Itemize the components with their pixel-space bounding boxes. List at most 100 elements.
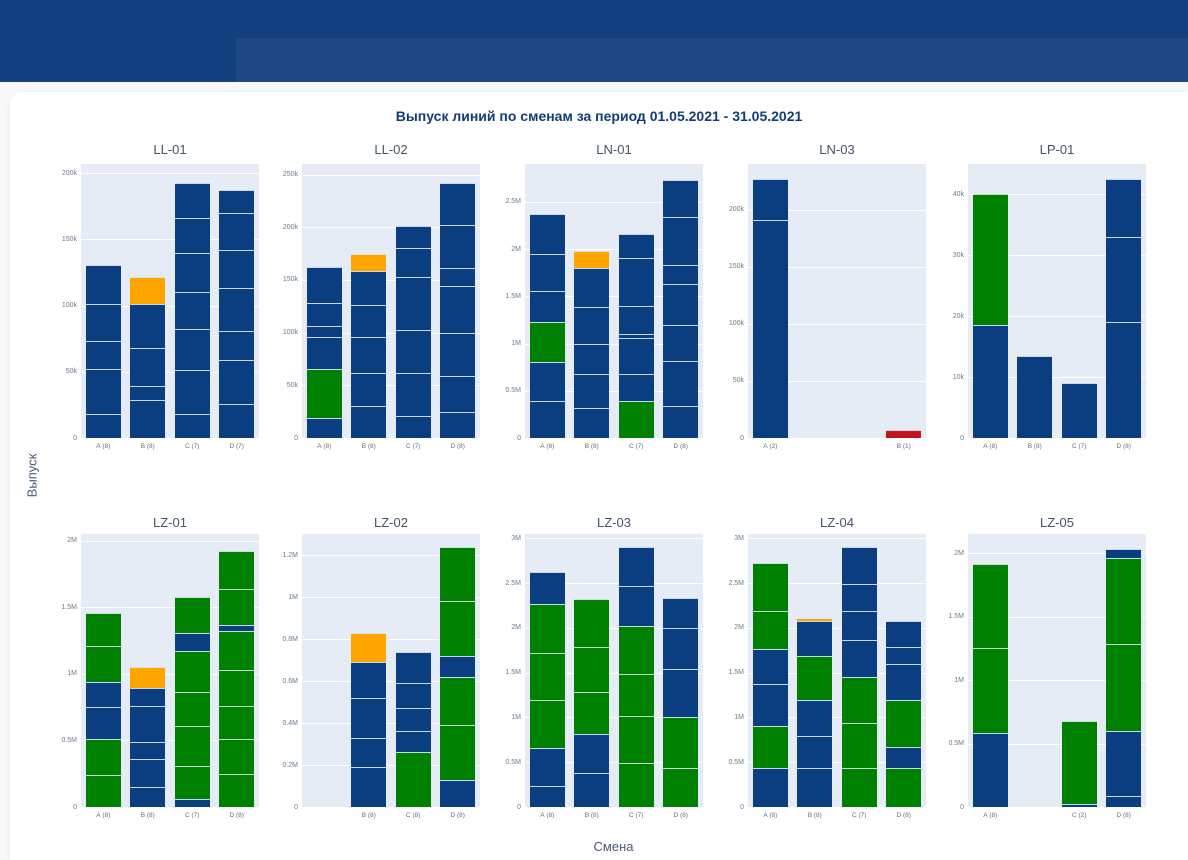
bar-segment-red[interactable] (886, 430, 922, 438)
bar-segment-blue[interactable] (1017, 355, 1053, 438)
bar-segment-blue[interactable] (841, 547, 877, 585)
bar-segment-green[interactable] (395, 752, 431, 807)
bar-segment-blue[interactable] (663, 216, 699, 266)
bar-segment-blue[interactable] (306, 267, 342, 304)
bar-segment-green[interactable] (618, 673, 654, 716)
bar-segment-blue[interactable] (886, 746, 922, 769)
bar-segment-blue[interactable] (752, 649, 788, 685)
bar-segment-blue[interactable] (618, 337, 654, 374)
bar-segment-blue[interactable] (1106, 237, 1142, 323)
bar-segment-blue[interactable] (752, 219, 788, 438)
bar-segment-green[interactable] (618, 401, 654, 438)
bar-segment-green[interactable] (797, 655, 833, 700)
bar-segment-orange[interactable] (797, 618, 833, 621)
bar-segment-blue[interactable] (85, 414, 121, 438)
bar-segment-green[interactable] (440, 676, 476, 726)
bar-segment-blue[interactable] (841, 639, 877, 678)
bar-segment-blue[interactable] (85, 707, 121, 740)
bar-segment-blue[interactable] (663, 283, 699, 325)
bar-segment-blue[interactable] (574, 373, 610, 408)
bar-segment-blue[interactable] (306, 303, 342, 327)
bar-segment-blue[interactable] (618, 257, 654, 306)
bar-segment-blue[interactable] (219, 250, 255, 289)
bar-segment-blue[interactable] (219, 288, 255, 331)
bar-segment-orange[interactable] (130, 667, 166, 689)
bar-segment-blue[interactable] (529, 362, 565, 402)
bar-segment-blue[interactable] (174, 218, 210, 253)
bar-segment-blue[interactable] (351, 372, 387, 407)
bar-segment-green[interactable] (219, 588, 255, 625)
bar-segment-blue[interactable] (440, 779, 476, 807)
bar-segment-green[interactable] (663, 716, 699, 768)
bar-segment-blue[interactable] (174, 414, 210, 438)
bar-segment-blue[interactable] (529, 253, 565, 291)
bar-segment-blue[interactable] (395, 372, 431, 416)
bar-segment-blue[interactable] (219, 330, 255, 360)
bar-segment-blue[interactable] (663, 669, 699, 717)
bar-segment-blue[interactable] (618, 305, 654, 335)
bar-segment-blue[interactable] (663, 180, 699, 217)
bar-segment-green[interactable] (174, 725, 210, 766)
bar-segment-green[interactable] (174, 692, 210, 726)
bar-segment-blue[interactable] (797, 699, 833, 737)
bar-segment-green[interactable] (306, 369, 342, 418)
bar-segment-blue[interactable] (529, 214, 565, 254)
bar-segment-orange[interactable] (351, 632, 387, 663)
bar-segment-green[interactable] (219, 705, 255, 740)
bar-segment-blue[interactable] (85, 369, 121, 415)
bar-segment-blue[interactable] (529, 401, 565, 438)
bar-segment-green[interactable] (85, 775, 121, 807)
bar-segment-blue[interactable] (618, 334, 654, 338)
bar-segment-blue[interactable] (663, 265, 699, 284)
bar-segment-green[interactable] (752, 610, 788, 650)
bar-segment-blue[interactable] (85, 681, 121, 708)
bar-segment-green[interactable] (752, 562, 788, 611)
bar-segment-blue[interactable] (395, 276, 431, 331)
bar-segment-green[interactable] (85, 612, 121, 646)
bar-segment-blue[interactable] (85, 264, 121, 305)
bar-segment-green[interactable] (529, 700, 565, 748)
bar-segment-blue[interactable] (574, 734, 610, 773)
bar-segment-blue[interactable] (574, 306, 610, 344)
bar-segment-blue[interactable] (841, 584, 877, 611)
bar-segment-green[interactable] (886, 700, 922, 747)
bar-segment-blue[interactable] (574, 267, 610, 307)
bar-segment-blue[interactable] (1106, 549, 1142, 559)
bar-segment-blue[interactable] (529, 572, 565, 604)
bar-segment-blue[interactable] (174, 370, 210, 415)
bar-segment-blue[interactable] (351, 697, 387, 738)
bar-segment-blue[interactable] (618, 233, 654, 258)
bar-segment-blue[interactable] (351, 406, 387, 438)
bar-segment-blue[interactable] (130, 759, 166, 787)
bar-segment-green[interactable] (219, 551, 255, 589)
bar-segment-blue[interactable] (1106, 179, 1142, 238)
bar-segment-blue[interactable] (395, 651, 431, 684)
bar-segment-blue[interactable] (174, 798, 210, 807)
bar-segment-blue[interactable] (1061, 804, 1097, 807)
bar-segment-blue[interactable] (663, 324, 699, 362)
bar-segment-green[interactable] (440, 601, 476, 656)
bar-segment-green[interactable] (219, 631, 255, 670)
bar-segment-blue[interactable] (351, 662, 387, 698)
bar-segment-blue[interactable] (85, 304, 121, 342)
bar-segment-green[interactable] (841, 677, 877, 723)
bar-segment-blue[interactable] (574, 407, 610, 438)
bar-segment-green[interactable] (886, 768, 922, 807)
bar-segment-blue[interactable] (1061, 383, 1097, 438)
bar-segment-blue[interactable] (174, 182, 210, 219)
bar-segment-green[interactable] (529, 603, 565, 654)
bar-segment-blue[interactable] (351, 767, 387, 807)
bar-segment-blue[interactable] (306, 336, 342, 370)
bar-segment-green[interactable] (529, 321, 565, 363)
bar-segment-blue[interactable] (395, 330, 431, 373)
bar-segment-green[interactable] (174, 596, 210, 633)
bar-segment-green[interactable] (219, 739, 255, 774)
bar-segment-blue[interactable] (219, 212, 255, 251)
bar-segment-blue[interactable] (219, 359, 255, 404)
bar-segment-blue[interactable] (529, 747, 565, 787)
bar-segment-blue[interactable] (886, 646, 922, 664)
bar-segment-blue[interactable] (130, 347, 166, 387)
bar-segment-blue[interactable] (797, 736, 833, 769)
bar-segment-blue[interactable] (351, 336, 387, 373)
bar-segment-blue[interactable] (351, 305, 387, 337)
